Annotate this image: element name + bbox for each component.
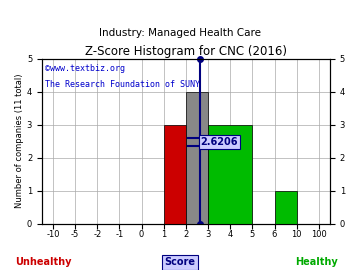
Text: Industry: Managed Health Care: Industry: Managed Health Care [99, 28, 261, 38]
Text: Unhealthy: Unhealthy [15, 257, 71, 267]
Text: 2.6206: 2.6206 [201, 137, 238, 147]
Text: ©www.textbiz.org: ©www.textbiz.org [45, 64, 125, 73]
Text: Healthy: Healthy [296, 257, 338, 267]
Text: The Research Foundation of SUNY: The Research Foundation of SUNY [45, 80, 200, 89]
Text: Score: Score [165, 257, 195, 267]
Title: Z-Score Histogram for CNC (2016): Z-Score Histogram for CNC (2016) [85, 45, 287, 58]
Bar [208, 125, 252, 224]
Bar [186, 92, 208, 224]
Bar [164, 125, 186, 224]
Bar [275, 191, 297, 224]
Y-axis label: Number of companies (11 total): Number of companies (11 total) [15, 74, 24, 208]
